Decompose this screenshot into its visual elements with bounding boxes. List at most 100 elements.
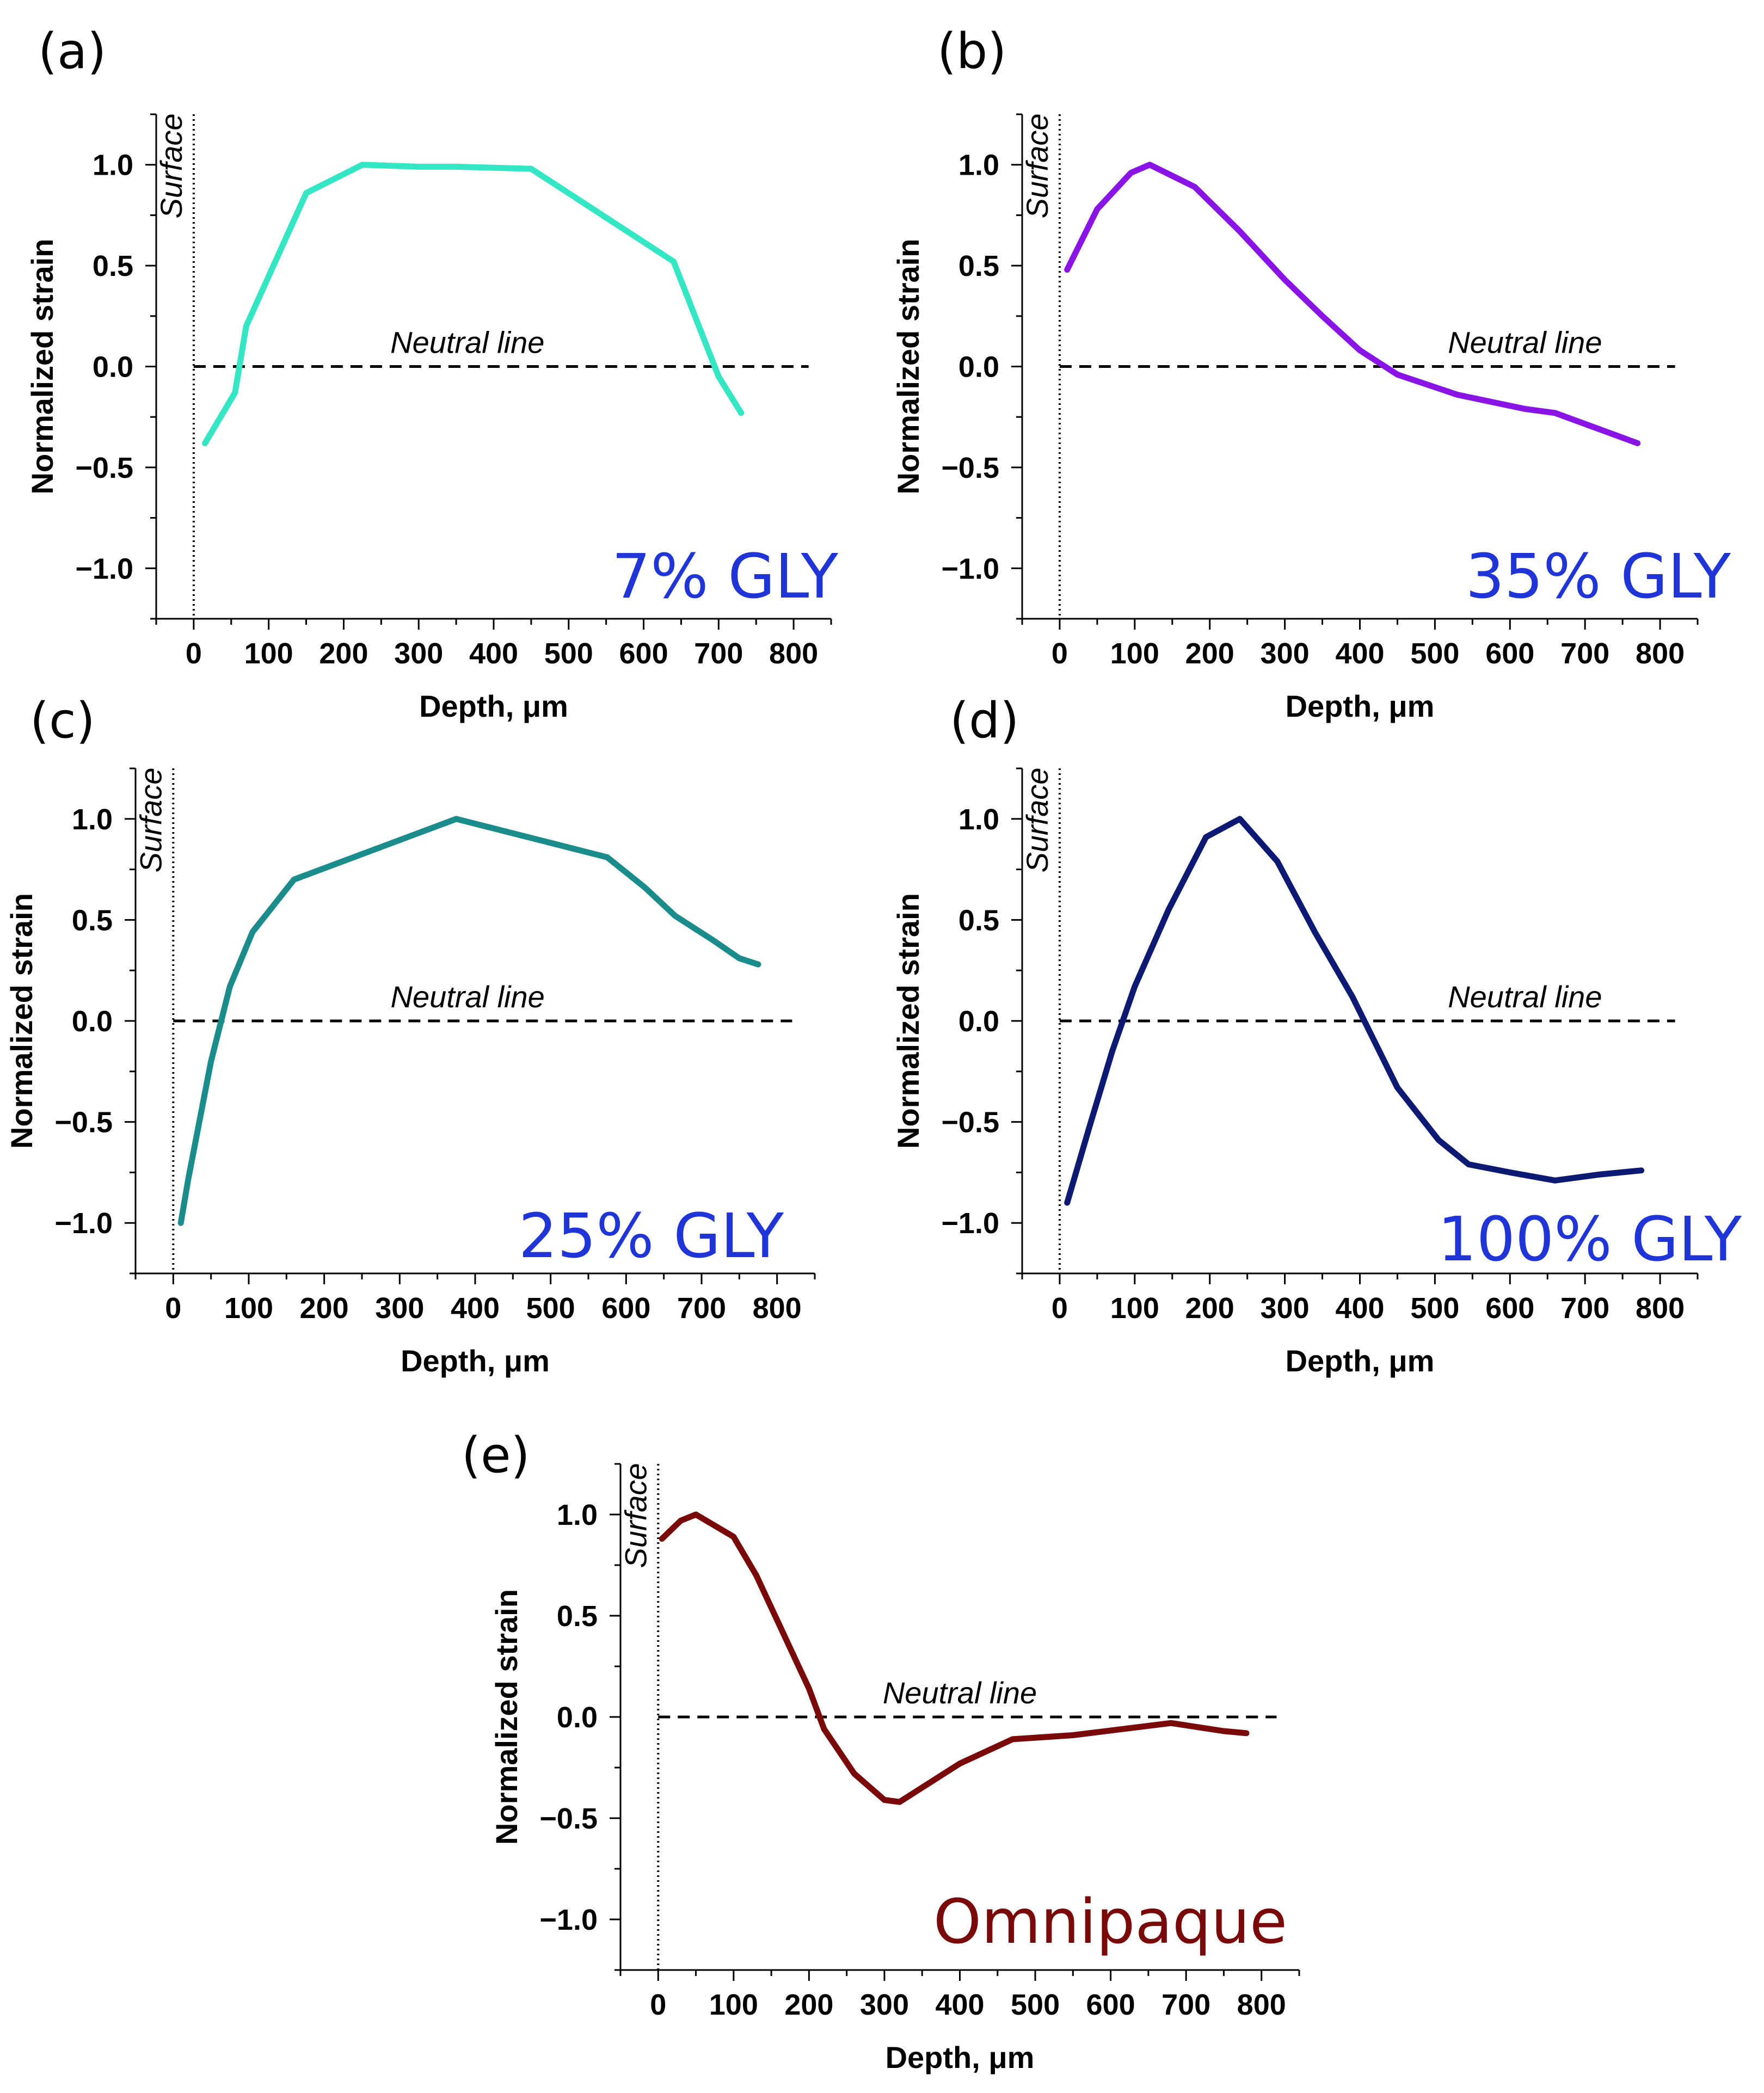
x-tick-label: 500 [544,637,593,670]
panel-letter: (b) [937,23,1006,80]
chart-panel: (e) −1.0 −0.5 0.0 0.5 1.0 0 100 200 300 400 500 600 7… [462,1427,1300,2074]
data-point [454,165,458,168]
panel-letter: (d) [950,692,1019,749]
data-point [228,985,231,988]
x-tick-label: 700 [694,637,743,670]
x-tick-label: 200 [784,1989,833,2021]
y-tick-label: 0.5 [958,904,999,937]
x-tick-label: 200 [1185,637,1234,670]
y-tick-label: −0.5 [75,452,133,484]
x-tick-label: 400 [935,1989,984,2021]
data-point [179,1221,182,1224]
y-tick-label: −0.5 [941,1106,999,1139]
data-point [1313,931,1317,934]
data-point [694,1513,698,1516]
y-tick-label: 0.0 [958,1005,999,1038]
x-tick-label: 500 [1410,1292,1459,1325]
data-point [1066,1201,1069,1204]
data-point [1238,817,1241,821]
y-axis-title: Normalized strain [891,893,925,1149]
series-line [1064,816,1645,1206]
sample-label: 100% GLY [1437,1204,1742,1275]
series-line [177,816,761,1226]
data-point [757,963,760,966]
data-point [1640,1169,1643,1172]
x-axis-title: Depth, μm [419,689,568,723]
x-tick-label: 700 [1560,1292,1609,1325]
data-point [1071,1733,1074,1737]
y-tick-label: −1.0 [54,1207,113,1240]
data-point [187,1177,190,1180]
data-point [1245,1732,1248,1735]
y-tick-label: −0.5 [539,1802,598,1835]
data-point [1148,163,1151,167]
data-point [807,1687,810,1690]
data-point [1351,995,1354,998]
surface-label: Surface [618,1463,653,1568]
data-point [754,1574,758,1577]
neutral-line-label: Neutral line [1448,980,1602,1014]
data-point [204,441,207,445]
y-axis-title: Normalized strain [4,893,39,1149]
x-tick-label: 700 [1161,1989,1210,2021]
data-point [1066,268,1069,272]
panel-letter: (c) [30,692,95,749]
data-point [1523,407,1527,410]
sample-label: 7% GLY [612,541,839,612]
data-point [1396,373,1399,376]
data-point [1167,908,1170,912]
x-tick-label: 300 [1261,637,1310,670]
data-point [660,1537,663,1541]
x-axis-title: Depth, μm [1286,1344,1435,1378]
panel-letter: (a) [38,23,106,80]
data-point [737,957,741,960]
surface-label: Surface [1020,113,1054,218]
data-point [740,411,743,415]
y-tick-label: −1.0 [941,552,999,585]
x-tick-label: 600 [1086,1989,1135,2021]
sample-label: Omnipaque [933,1887,1287,1957]
surface-label: Surface [154,114,188,219]
surface-label: Surface [133,768,168,873]
sample-label: 25% GLY [519,1201,784,1272]
x-axis-title: Depth, μm [1286,689,1435,723]
y-tick-label: 0.5 [72,904,113,937]
y-tick-label: 1.0 [958,149,999,182]
x-tick-label: 0 [1052,637,1068,670]
x-tick-label: 400 [1335,1292,1384,1325]
data-point [1467,1163,1470,1166]
x-tick-label: 500 [526,1292,575,1325]
y-axis-title: Normalized strain [489,1589,524,1845]
x-axis-title: Depth, μm [886,2040,1035,2074]
x-tick-label: 300 [1261,1292,1310,1325]
x-tick-label: 400 [451,1292,500,1325]
y-tick-label: −0.5 [54,1106,113,1139]
x-tick-label: 0 [165,1292,181,1325]
data-point [785,1639,788,1642]
data-point [958,1762,962,1765]
data-point [672,260,675,263]
x-tick-label: 500 [1410,637,1459,670]
data-point [1636,441,1639,445]
data-point [1133,985,1136,988]
data-point [1321,315,1324,318]
x-tick-label: 600 [601,1292,650,1325]
y-tick-label: −1.0 [75,552,133,585]
y-tick-label: −0.5 [941,452,999,484]
data-point [1011,1738,1014,1741]
data-point [1088,1124,1091,1128]
x-tick-label: 400 [1335,637,1384,670]
surface-label: Surface [1020,767,1054,872]
neutral-line-label: Neutral line [391,980,545,1014]
series-line [202,162,745,446]
neutral-line-label: Neutral line [390,325,544,360]
data-point [1222,1729,1225,1733]
data-point [454,817,458,821]
x-tick-label: 200 [300,1292,349,1325]
data-point [732,1535,735,1538]
x-tick-label: 800 [753,1292,802,1325]
y-tick-label: 1.0 [557,1499,598,1531]
y-tick-label: 0.0 [93,351,133,384]
data-point [1193,185,1196,188]
